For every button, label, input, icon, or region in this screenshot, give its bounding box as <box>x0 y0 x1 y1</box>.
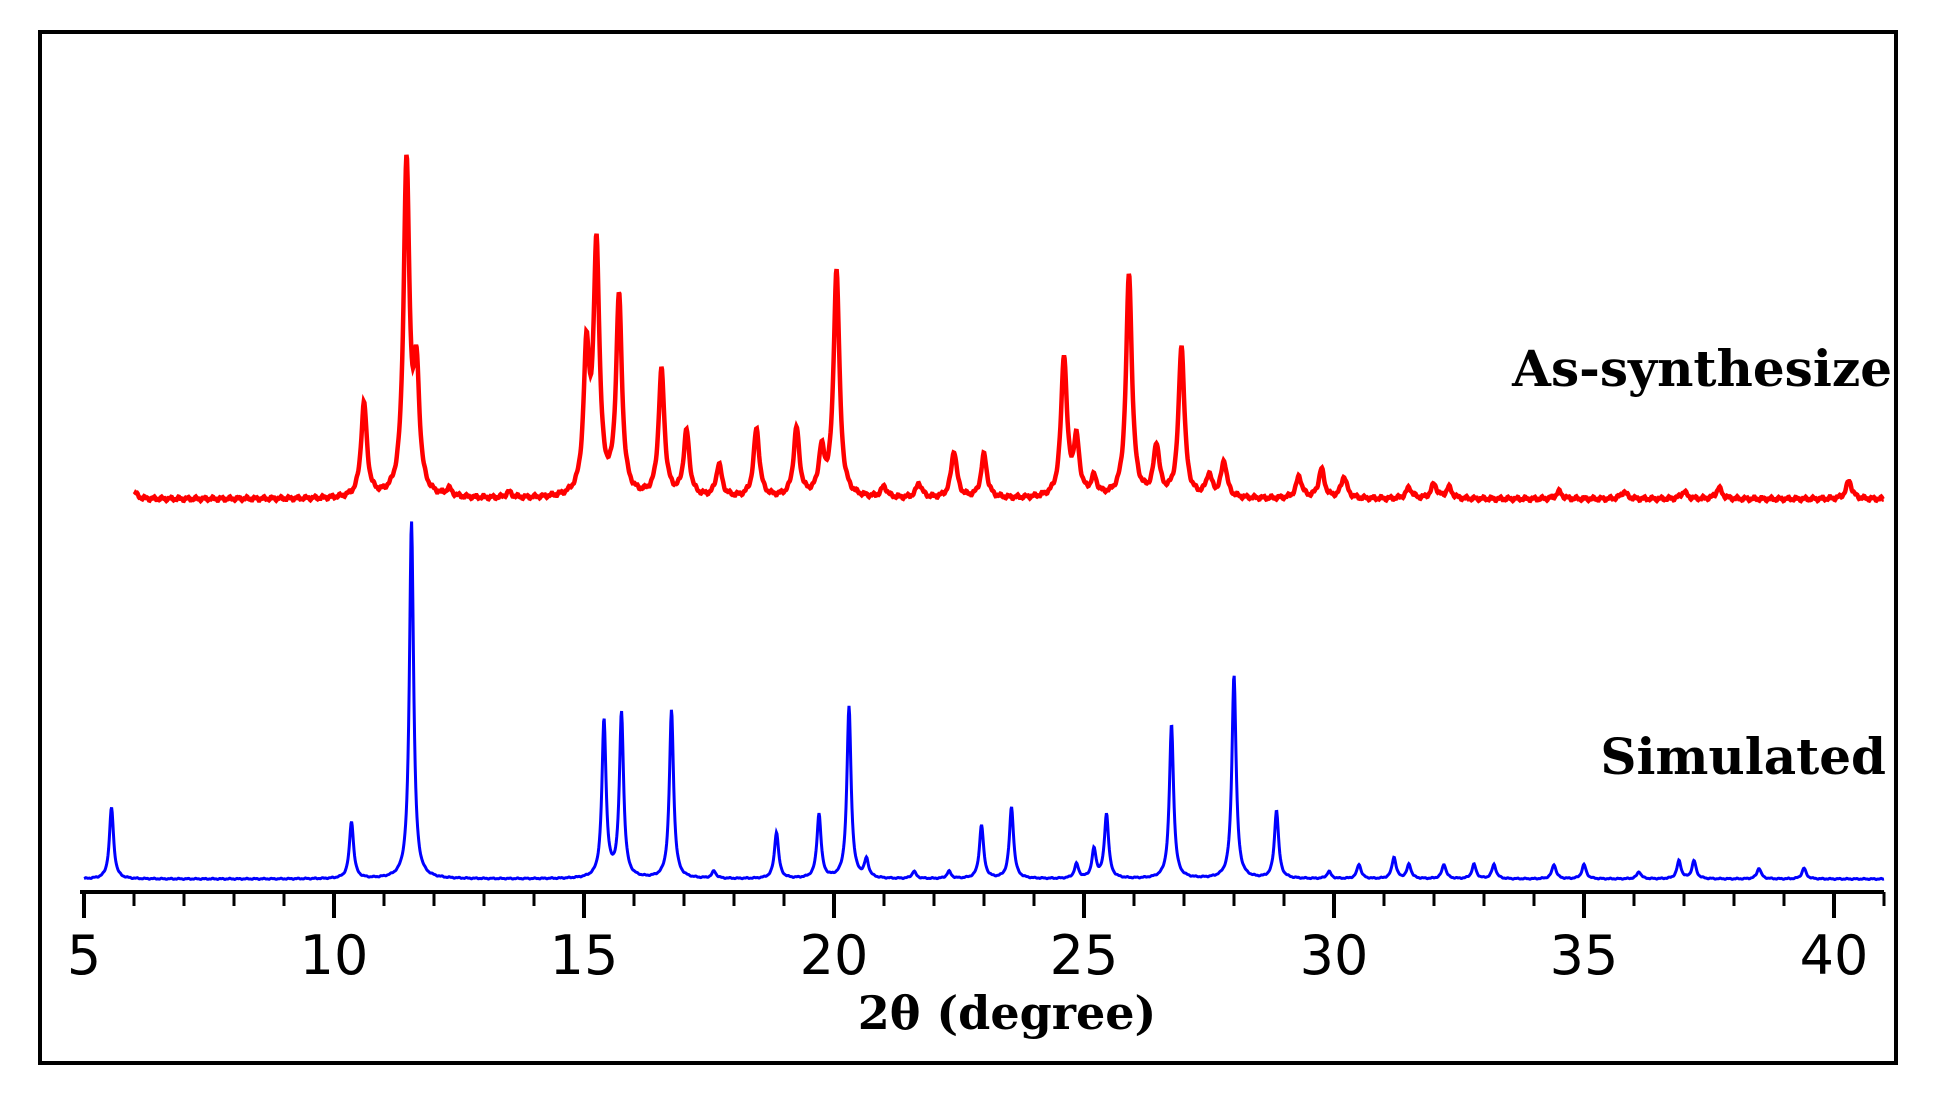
x-tick-label: 40 <box>1800 924 1869 987</box>
series-line-simulated <box>83 521 1885 882</box>
x-tick-label: 30 <box>1300 924 1369 987</box>
series-label-simulated: Simulated <box>1600 727 1886 786</box>
chart-frame: 5 10 15 20 25 30 35 40 As-synthesized Simulated… <box>38 30 1898 1065</box>
xrd-chart: 5 10 15 20 25 30 35 40 As-synthesized Simulated… <box>67 154 1894 1040</box>
x-tick-label: 10 <box>300 924 369 987</box>
x-tick-label: 20 <box>800 924 869 987</box>
x-tick-label: 25 <box>1050 924 1119 987</box>
x-tick-label: 35 <box>1550 924 1619 987</box>
series-label-as-synthesized: As-synthesized <box>1511 339 1894 398</box>
x-axis-title: 2θ (degree) <box>858 986 1157 1040</box>
x-axis-ticks: 5 10 15 20 25 30 35 40 <box>67 892 1886 987</box>
x-tick-label: 5 <box>67 924 101 987</box>
x-tick-label: 15 <box>550 924 619 987</box>
series-line-as-synthesized <box>132 154 1885 505</box>
